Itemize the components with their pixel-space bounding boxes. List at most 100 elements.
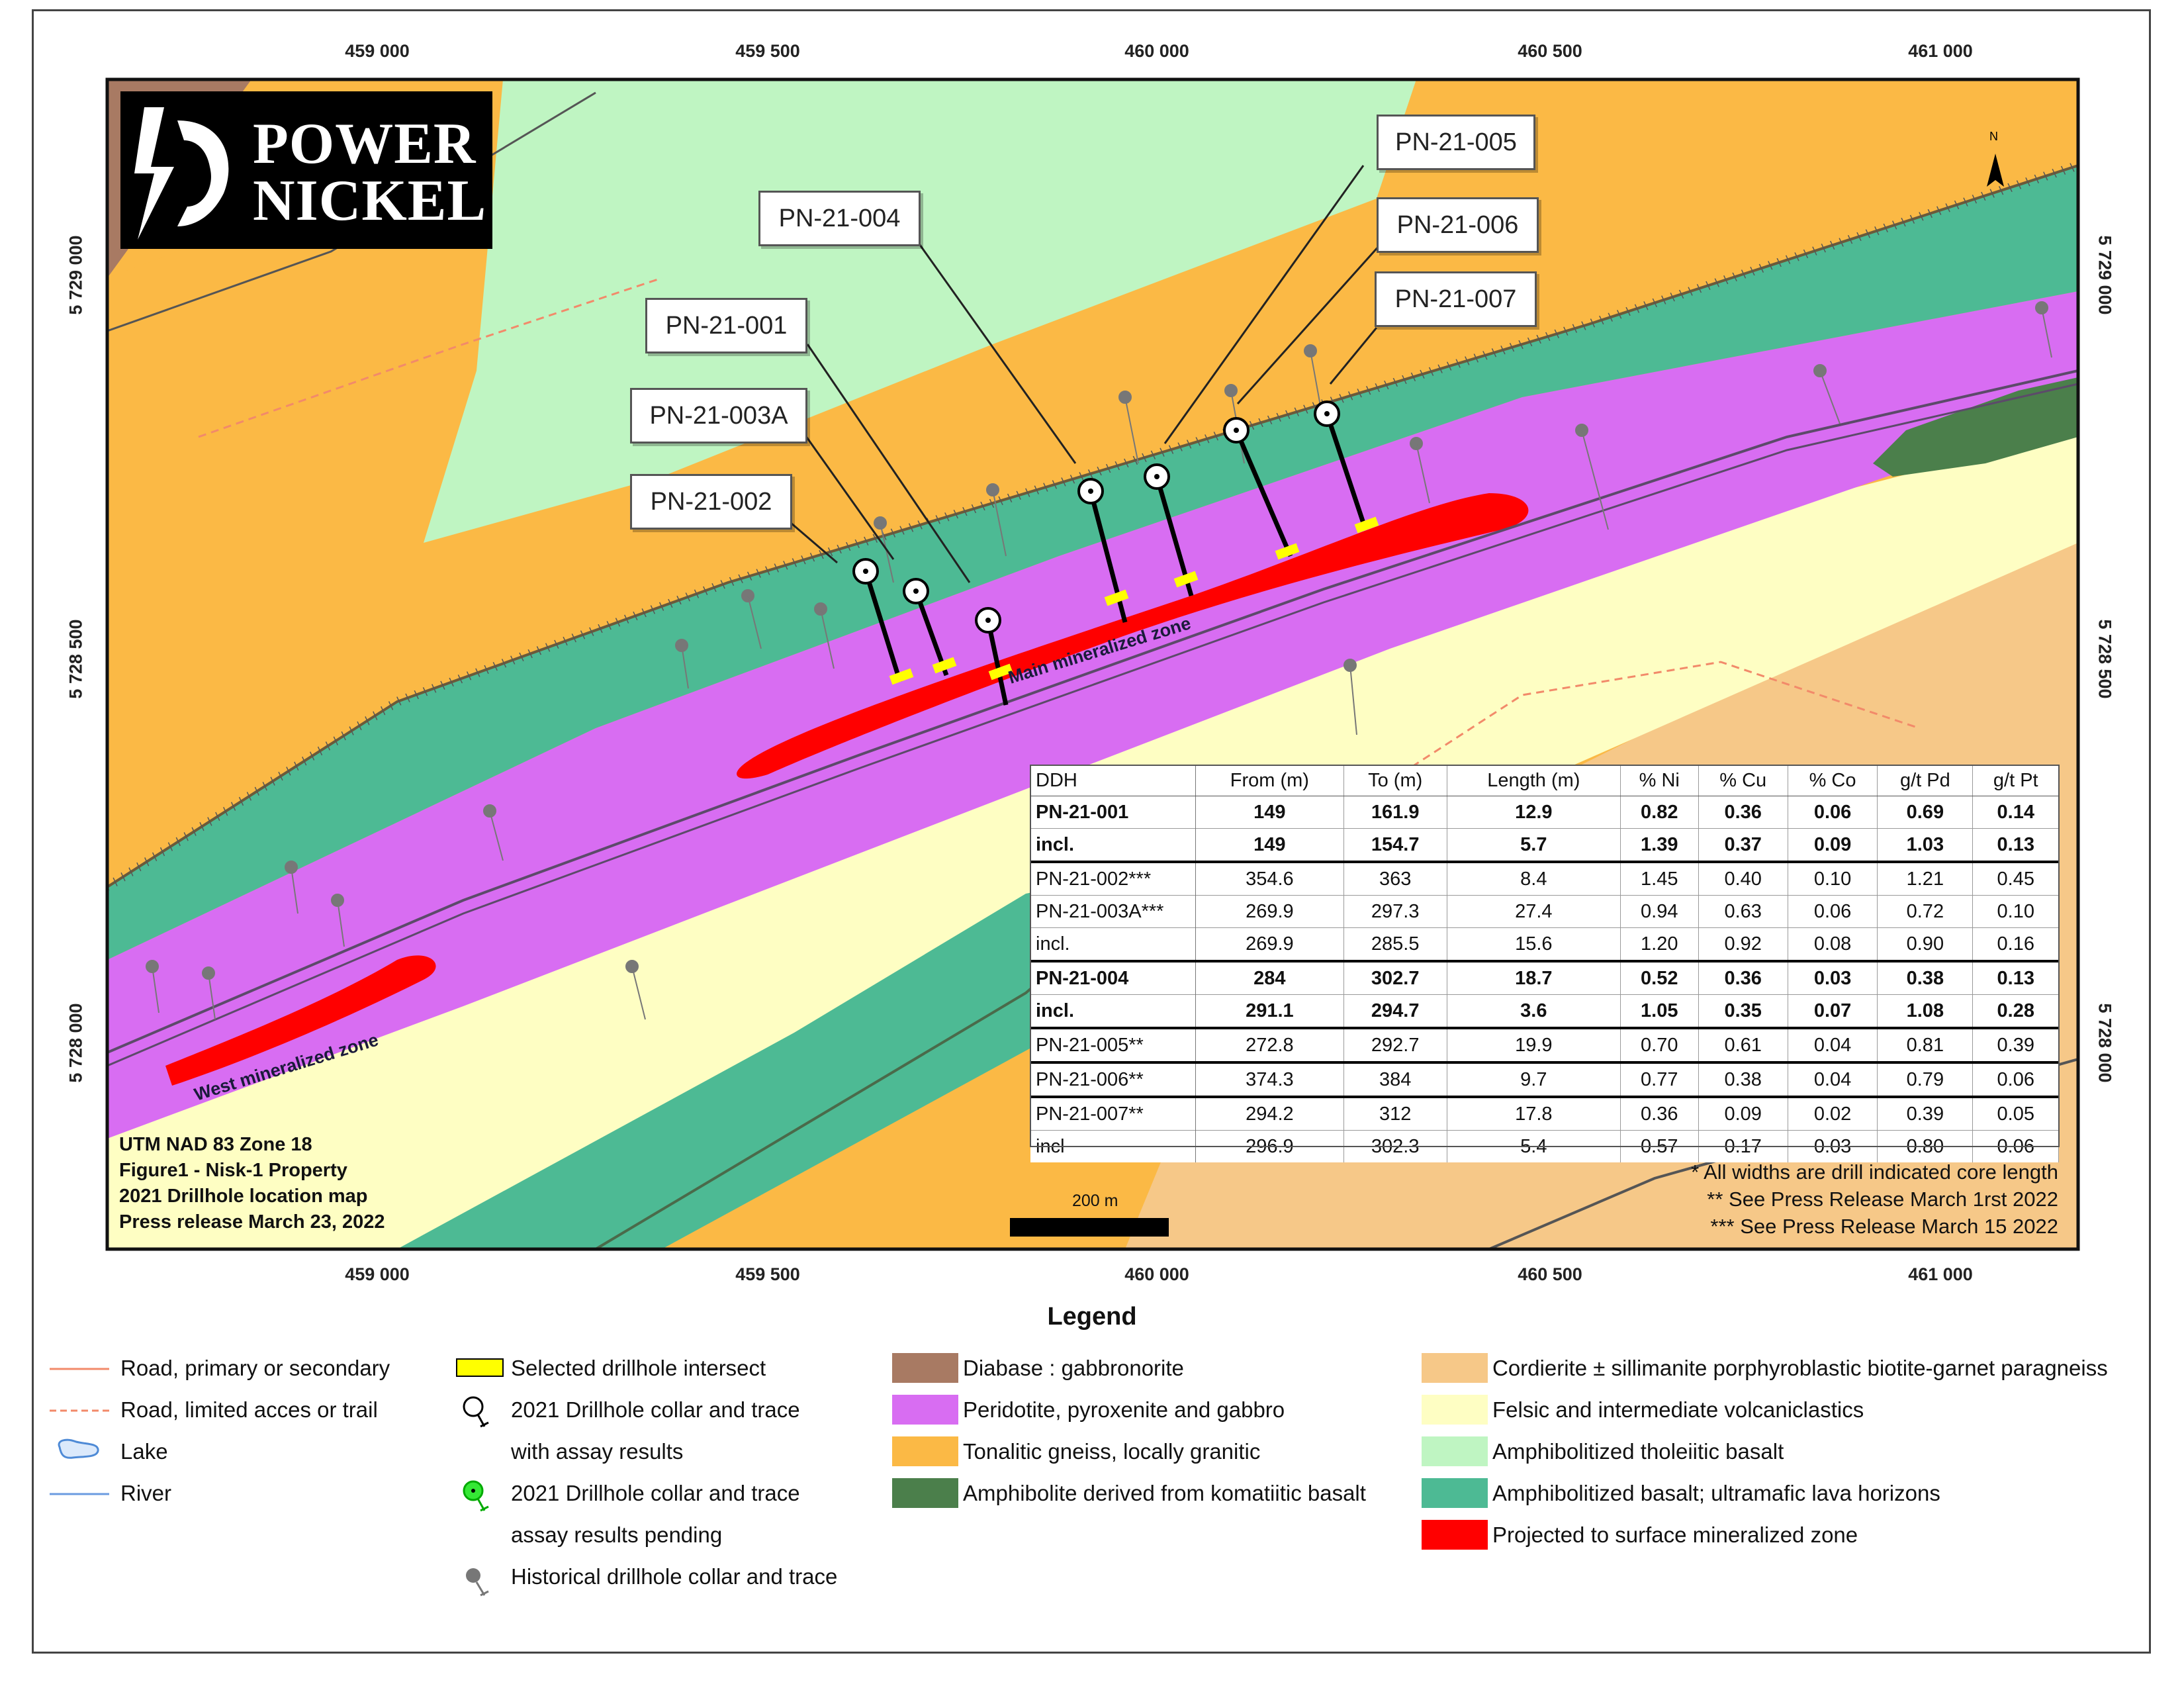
callout-pn-21-002[interactable]: PN-21-002	[630, 474, 792, 530]
legend-peridotite: Peridotite, pyroxenite and gabbro	[963, 1397, 1285, 1422]
table-row: PN-21-004 284 302.7 18.7 0.52 0.36 0.03 0.38 0.1…	[1030, 960, 2059, 995]
table-cell: 0.69	[1877, 796, 1974, 829]
table-cell: 0.79	[1877, 1061, 1974, 1097]
table-cell: incl.	[1030, 828, 1196, 862]
swatch-felsic	[1422, 1395, 1488, 1425]
table-header-row: DDH From (m) To (m) Length (m) % Ni % Cu…	[1030, 765, 2059, 796]
header-to: To (m)	[1343, 765, 1447, 796]
legend-cordierite: Cordierite ± sillimanite porphyroblastic…	[1492, 1356, 2108, 1380]
table-cell: 0.13	[1972, 960, 2059, 995]
table-cell: 0.09	[1698, 1096, 1788, 1131]
table-cell: 17.8	[1447, 1096, 1621, 1131]
table-cell: 0.10	[1788, 861, 1878, 896]
header-ddh: DDH	[1030, 765, 1196, 796]
footnote-3: *** See Press Release March 15 2022	[1710, 1215, 2058, 1238]
table-cell: 0.82	[1620, 796, 1699, 829]
easting-top-5: 461 000	[1908, 41, 1973, 61]
table-row: incl. 269.9 285.5 15.6 1.20 0.92 0.08 0.90 0.16	[1030, 927, 2059, 961]
legend-river: River	[120, 1481, 172, 1505]
easting-bottom-5: 461 000	[1908, 1264, 1973, 1284]
map-info-title: 2021 Drillhole location map	[119, 1186, 368, 1207]
table-cell: PN-21-004	[1030, 960, 1196, 995]
legend-road-primary: Road, primary or secondary	[120, 1356, 390, 1380]
table-cell: 354.6	[1195, 861, 1344, 896]
legend-lake: Lake	[120, 1439, 168, 1464]
table-cell: PN-21-005**	[1030, 1027, 1196, 1062]
table-cell: 363	[1343, 861, 1447, 896]
northing-left-3: 5 728 000	[66, 1003, 86, 1083]
easting-bottom-3: 460 000	[1124, 1264, 1189, 1284]
table-cell: 5.4	[1447, 1130, 1621, 1162]
table-cell: 149	[1195, 828, 1344, 862]
table-cell: 0.16	[1972, 927, 2059, 961]
amphibolitized-basalt-unit	[107, 165, 2078, 960]
main-mineralized-zone[interactable]	[737, 493, 1529, 779]
table-cell: 292.7	[1343, 1027, 1447, 1062]
header-ni: % Ni	[1620, 765, 1699, 796]
scale-bar	[1010, 1218, 1169, 1237]
historical-drillholes	[146, 301, 2052, 1020]
legend-collar-results-1: 2021 Drillhole collar and trace	[511, 1397, 800, 1422]
table-cell: 0.04	[1788, 1061, 1878, 1097]
legend-historical: Historical drillhole collar and trace	[511, 1564, 838, 1589]
table-row: PN-21-006** 374.3 384 9.7 0.77 0.38 0.04 0.79 0.…	[1030, 1061, 2059, 1097]
table-cell: 0.17	[1698, 1130, 1788, 1162]
table-cell: 154.7	[1343, 828, 1447, 862]
historical-collar-icon	[466, 1568, 480, 1583]
header-from: From (m)	[1195, 765, 1344, 796]
map-info-release: Press release March 23, 2022	[119, 1211, 385, 1233]
swatch-cordierite	[1422, 1353, 1488, 1383]
selected-intersects[interactable]	[889, 516, 1379, 685]
table-cell: 0.38	[1877, 960, 1974, 995]
table-cell: 0.81	[1877, 1027, 1974, 1062]
header-pd: g/t Pd	[1877, 765, 1974, 796]
table-row: PN-21-005** 272.8 292.7 19.9 0.70 0.61 0.04 0.8…	[1030, 1027, 2059, 1062]
drillhole-collars-2021[interactable]	[852, 400, 1340, 633]
table-row: PN-21-002*** 354.6 363 8.4 1.45 0.40 0.10 1.21 0…	[1030, 861, 2059, 896]
map-info: UTM NAD 83 Zone 18 Figure1 - Nisk-1 Prop…	[119, 1132, 385, 1235]
table-row: incl. 149 154.7 5.7 1.39 0.37 0.09 1.03 0.13	[1030, 828, 2059, 862]
table-cell: 0.03	[1788, 960, 1878, 995]
legend-collar-results-2: with assay results	[511, 1439, 684, 1464]
table-cell: 285.5	[1343, 927, 1447, 961]
west-mineralized-zone[interactable]	[165, 955, 436, 1086]
map-info-projection: UTM NAD 83 Zone 18	[119, 1134, 312, 1155]
table-cell: 0.02	[1788, 1096, 1878, 1131]
table-cell: 0.94	[1620, 895, 1699, 928]
table-cell: 27.4	[1447, 895, 1621, 928]
legend-tholeiitic: Amphibolitized tholeiitic basalt	[1492, 1439, 1784, 1464]
table-cell: 0.61	[1698, 1027, 1788, 1062]
table-cell: 9.7	[1447, 1061, 1621, 1097]
callout-pn-21-006[interactable]: PN-21-006	[1377, 197, 1539, 253]
table-cell: 374.3	[1195, 1061, 1344, 1097]
table-cell: 384	[1343, 1061, 1447, 1097]
table-cell: 297.3	[1343, 895, 1447, 928]
table-cell: 302.3	[1343, 1130, 1447, 1162]
footnotes: * All widths are drill indicated core le…	[1691, 1158, 2058, 1240]
table-cell: 0.06	[1788, 796, 1878, 829]
footnote-1: * All widths are drill indicated core le…	[1691, 1160, 2058, 1184]
table-row: incl 296.9 302.3 5.4 0.57 0.17 0.03 0.80 0.06	[1030, 1130, 2059, 1162]
table-cell: 0.04	[1788, 1027, 1878, 1062]
legend-drill-icons	[456, 1358, 504, 1597]
callout-pn-21-005[interactable]: PN-21-005	[1377, 115, 1535, 170]
table-cell: 0.45	[1972, 861, 2059, 896]
callout-pn-21-003a[interactable]: PN-21-003A	[630, 388, 807, 444]
swatch-amphibolite	[892, 1478, 958, 1508]
callout-pn-21-007[interactable]: PN-21-007	[1375, 271, 1537, 327]
table-cell: 0.06	[1788, 895, 1878, 928]
callout-pn-21-004[interactable]: PN-21-004	[758, 191, 921, 246]
road-main-edge	[107, 383, 2078, 1067]
table-cell: 0.39	[1972, 1027, 2059, 1062]
table-cell: 5.7	[1447, 828, 1621, 862]
swatch-peridotite	[892, 1395, 958, 1425]
table-cell: 294.7	[1343, 994, 1447, 1028]
legend-title: Legend	[1047, 1303, 1137, 1331]
table-cell: 12.9	[1447, 796, 1621, 829]
table-cell: incl.	[1030, 994, 1196, 1028]
table-cell: 294.2	[1195, 1096, 1344, 1131]
table-cell: 0.80	[1877, 1130, 1974, 1162]
legend-tonalitic: Tonalitic gneiss, locally granitic	[963, 1439, 1261, 1464]
logo-word-nickel: NICKEL	[253, 169, 487, 233]
callout-pn-21-001[interactable]: PN-21-001	[645, 298, 807, 353]
